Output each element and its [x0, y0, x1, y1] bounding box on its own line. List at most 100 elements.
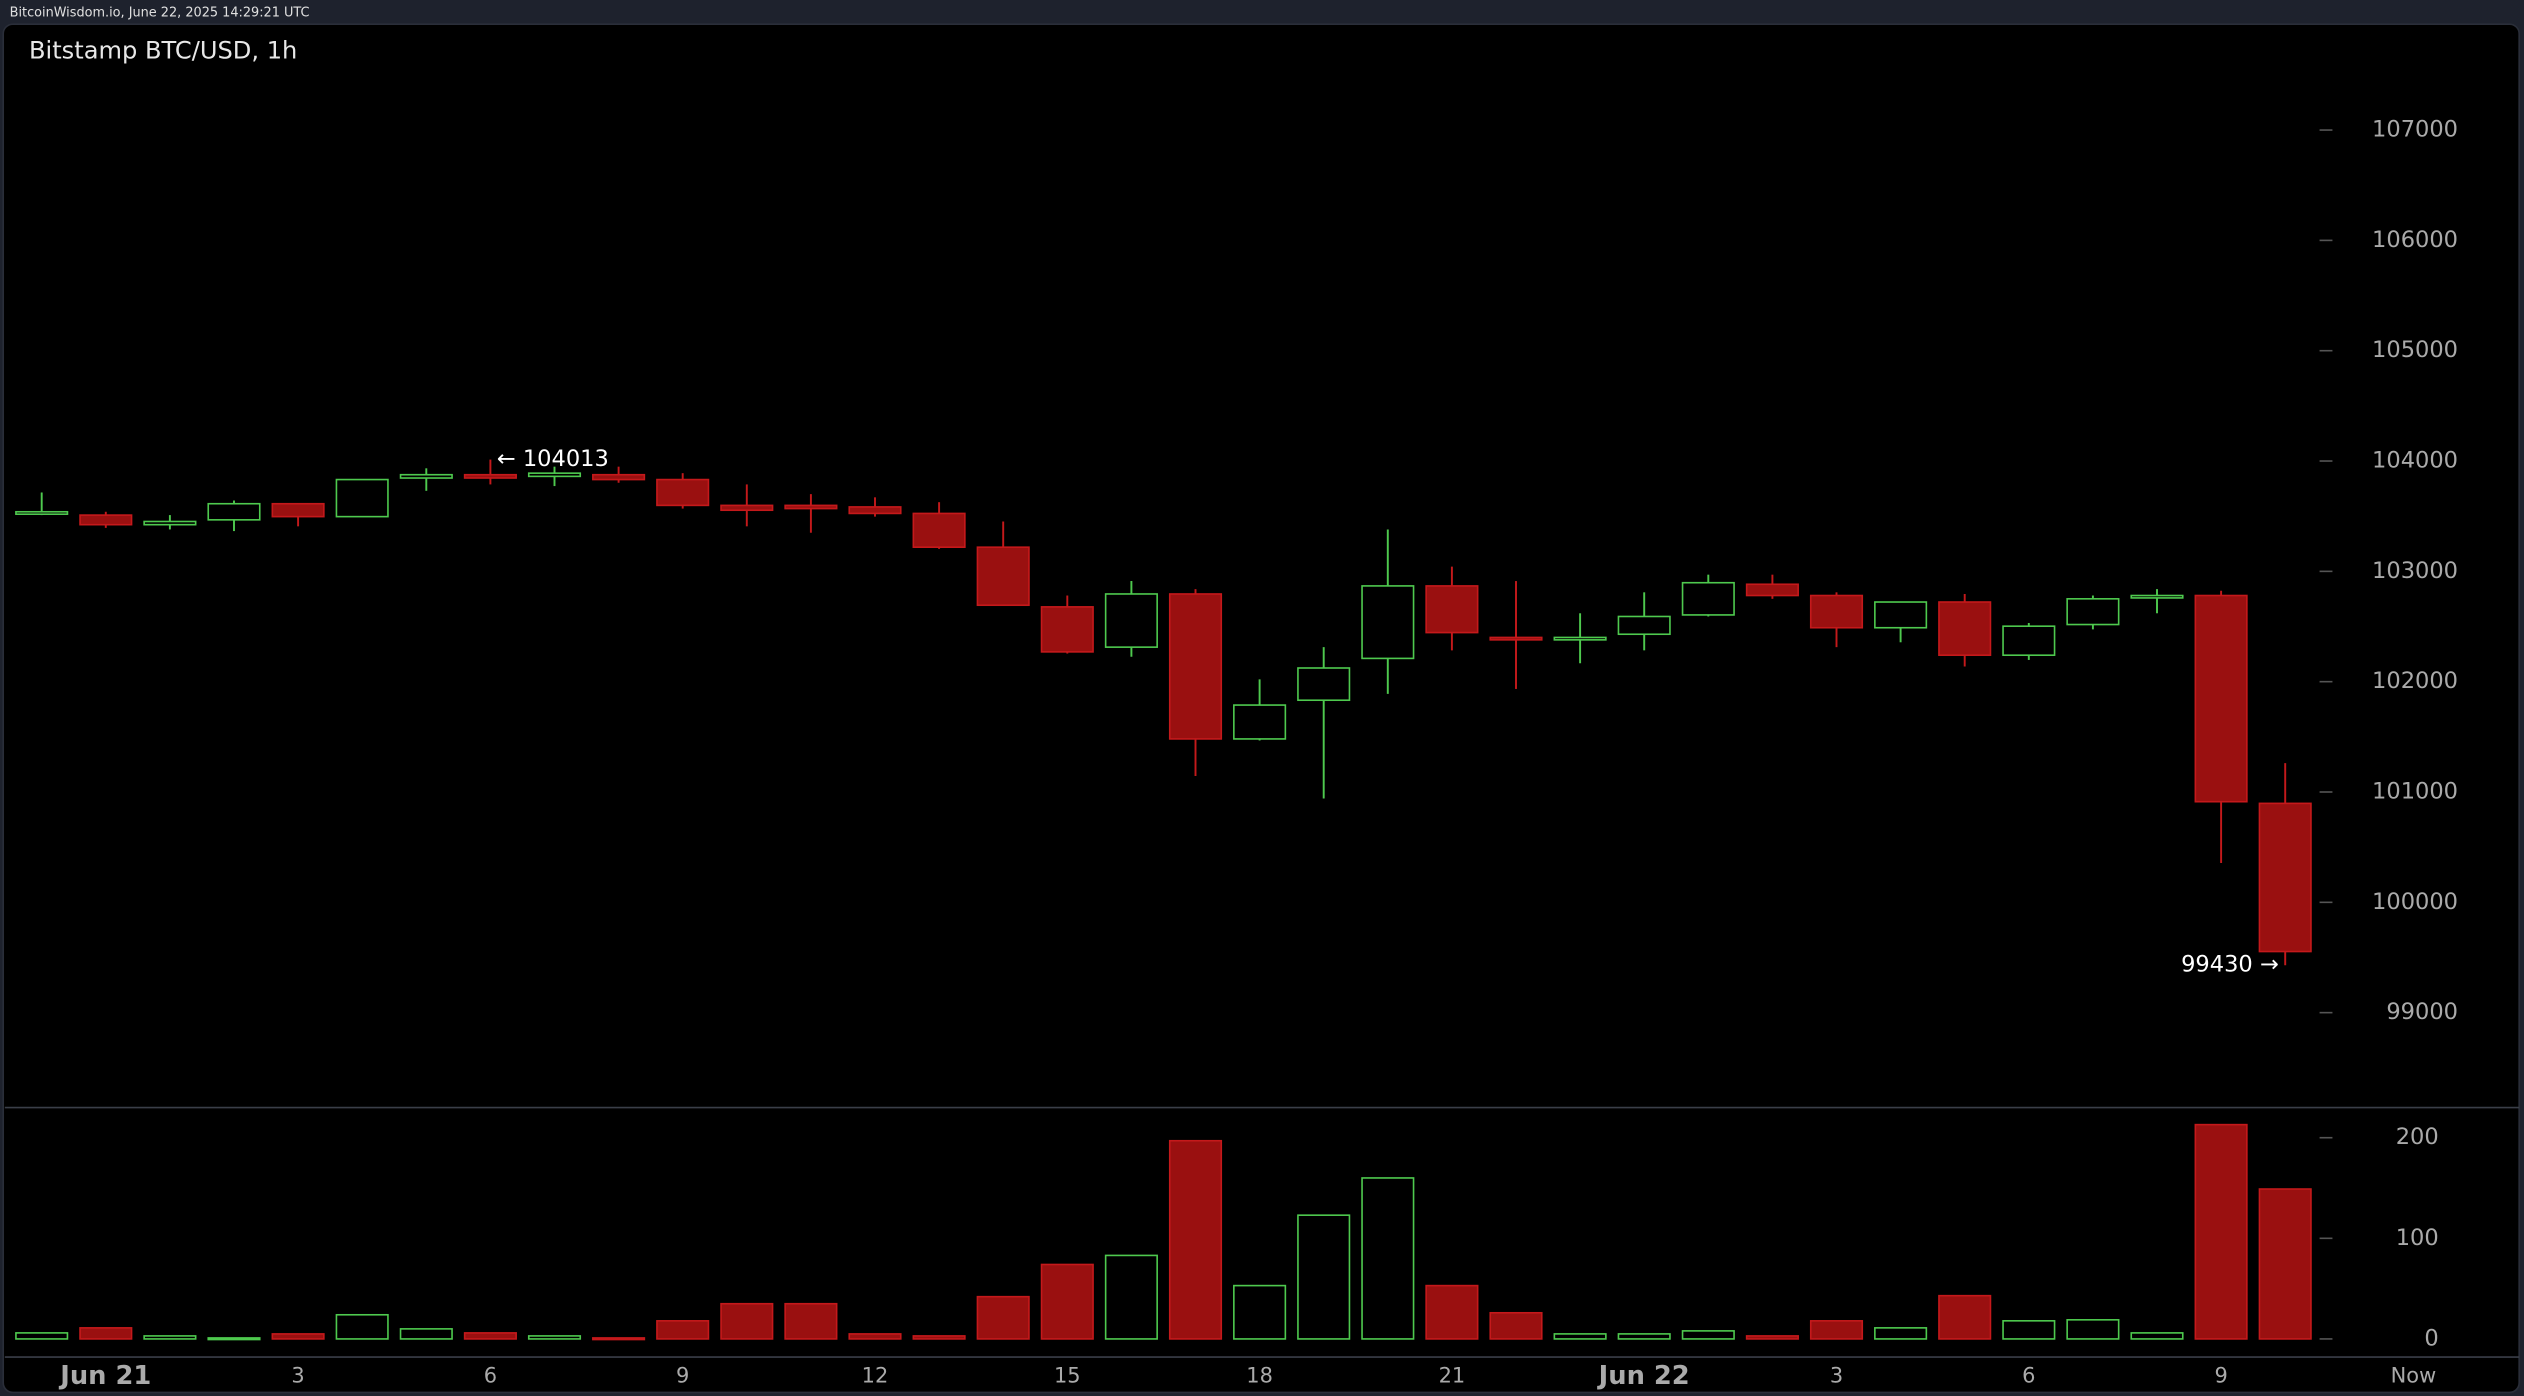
candle-body: [1489, 636, 1543, 641]
y-tick-label: 103000: [2372, 558, 2458, 584]
volume-bar: [1361, 1177, 1415, 1340]
candle-body: [527, 472, 582, 478]
volume-bar: [1681, 1330, 1735, 1340]
y-tick-label: 102000: [2372, 668, 2458, 694]
x-tick-label: 9: [676, 1363, 689, 1387]
volume-bar: [15, 1332, 69, 1340]
y-tick-label: 107000: [2372, 117, 2458, 143]
y-tick-label: 99000: [2386, 999, 2458, 1025]
volume-bar: [1553, 1333, 1607, 1340]
candle-body: [399, 473, 453, 479]
candle-body: [2066, 598, 2120, 626]
volume-bar: [1745, 1335, 1799, 1340]
candle-body: [784, 504, 838, 510]
volume-bar: [335, 1313, 389, 1340]
volume-bar: [848, 1333, 902, 1340]
x-tick-label: 9: [2214, 1363, 2227, 1387]
candle-body: [1874, 601, 1928, 629]
candle-body: [1681, 581, 1735, 616]
volume-bar: [784, 1302, 838, 1340]
volume-bar: [1425, 1284, 1479, 1340]
volume-bar: [1874, 1327, 1928, 1340]
volume-bar: [656, 1320, 710, 1340]
candle-body: [1617, 615, 1671, 636]
volume-tick-label: 0: [2424, 1325, 2438, 1351]
candle-body: [143, 520, 197, 526]
x-tick-label: Jun 21: [58, 1361, 151, 1391]
candle-body: [1233, 704, 1287, 740]
candle-body: [79, 514, 133, 526]
candle-body: [2258, 802, 2312, 953]
volume-bar: [527, 1335, 582, 1340]
x-tick-label: 15: [1054, 1363, 1081, 1387]
volume-bar: [2130, 1332, 2184, 1340]
volume-bar: [2002, 1320, 2056, 1340]
candle-body: [1040, 606, 1094, 653]
candle-body: [848, 506, 902, 515]
volume-bar: [1168, 1139, 1223, 1340]
volume-bar: [463, 1332, 517, 1340]
volume-bar: [912, 1335, 966, 1340]
y-tick-label: 105000: [2372, 337, 2458, 363]
candle-body: [1168, 593, 1223, 740]
volume-bar: [2066, 1319, 2120, 1340]
candle-body: [463, 473, 517, 479]
candle-body: [1938, 601, 1992, 657]
candle-body: [271, 502, 325, 518]
volume-bar: [1489, 1311, 1543, 1340]
y-tick-label: 106000: [2372, 227, 2458, 253]
candle-body: [592, 473, 646, 481]
volume-bar: [79, 1327, 133, 1340]
candle-body: [335, 478, 389, 518]
volume-bar: [143, 1335, 197, 1340]
volume-bar: [1104, 1254, 1158, 1340]
candle-body: [1361, 585, 1415, 660]
volume-bar: [1297, 1214, 1351, 1340]
candle-body: [15, 510, 69, 515]
candle-body: [1425, 585, 1479, 634]
volume-bar: [271, 1333, 325, 1340]
x-tick-label: 3: [1830, 1363, 1843, 1387]
candle-body: [976, 546, 1030, 607]
annotation: ← 104013: [497, 446, 609, 472]
volume-bar: [1040, 1263, 1094, 1340]
candle-body: [656, 478, 710, 507]
candle-body: [1809, 594, 1864, 629]
volume-bar: [207, 1337, 261, 1341]
annotation: 99430 →: [2181, 952, 2279, 978]
y-tick-label: 104000: [2372, 448, 2458, 474]
volume-bar: [1617, 1333, 1671, 1340]
candle-body: [2002, 625, 2056, 657]
candle-body: [912, 512, 966, 548]
volume-bar: [1233, 1284, 1287, 1340]
volume-bar: [592, 1337, 646, 1341]
x-tick-label: Now: [2391, 1363, 2437, 1387]
header-text: BitcoinWisdom.io, June 22, 2025 14:29:21…: [10, 5, 310, 20]
candle-body: [207, 502, 261, 521]
volume-bar: [399, 1328, 453, 1340]
candle-body: [720, 504, 774, 512]
volume-tick-label: 200: [2396, 1124, 2439, 1150]
y-tick-label: 100000: [2372, 889, 2458, 915]
volume-bar: [976, 1295, 1030, 1340]
x-tick-label: 3: [291, 1363, 304, 1387]
candle-body: [1745, 583, 1799, 597]
y-tick-label: 101000: [2372, 779, 2458, 805]
x-tick-label: 6: [484, 1363, 497, 1387]
candle-body: [1297, 667, 1351, 702]
candle-body: [2194, 594, 2248, 803]
x-tick-label: 12: [862, 1363, 889, 1387]
x-tick-label: 6: [2022, 1363, 2035, 1387]
candle-body: [2130, 594, 2184, 599]
chart-title: Bitstamp BTC/USD, 1h: [29, 37, 297, 65]
candle-body: [1553, 636, 1607, 641]
volume-bar: [1938, 1294, 1992, 1340]
volume-bar: [2258, 1188, 2312, 1340]
x-tick-label: 21: [1439, 1363, 1466, 1387]
candle-body: [1104, 593, 1158, 648]
volume-bar: [1809, 1320, 1864, 1340]
volume-bar: [2194, 1123, 2248, 1340]
volume-tick-label: 100: [2396, 1225, 2439, 1251]
x-tick-label: Jun 22: [1597, 1361, 1690, 1391]
